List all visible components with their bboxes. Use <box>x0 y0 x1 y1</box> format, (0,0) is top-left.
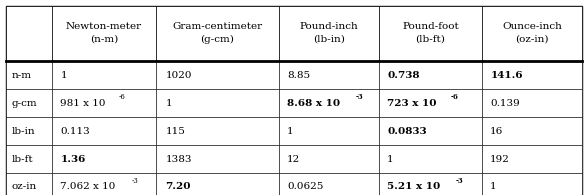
Text: (oz-in): (oz-in) <box>516 35 549 44</box>
Text: g-cm: g-cm <box>11 99 37 108</box>
Text: -3: -3 <box>132 177 139 185</box>
Text: 0.139: 0.139 <box>490 99 520 108</box>
Bar <box>379 173 482 195</box>
Bar <box>52 145 156 173</box>
Bar <box>279 173 379 195</box>
Text: n-m: n-m <box>11 71 31 80</box>
Bar <box>482 173 582 195</box>
Bar <box>156 173 279 195</box>
Text: 141.6: 141.6 <box>490 71 523 80</box>
Bar <box>6 173 52 195</box>
Text: 7.20: 7.20 <box>165 182 191 191</box>
Bar <box>6 61 52 89</box>
Text: 1.36: 1.36 <box>61 154 86 164</box>
Text: 8.85: 8.85 <box>287 71 310 80</box>
Text: Ounce-inch: Ounce-inch <box>502 22 562 31</box>
Bar <box>156 145 279 173</box>
Text: lb-ft: lb-ft <box>11 154 33 164</box>
Bar <box>6 117 52 145</box>
Bar <box>52 61 156 89</box>
Text: Newton-meter: Newton-meter <box>66 22 142 31</box>
Bar <box>482 117 582 145</box>
Text: 1: 1 <box>165 99 172 108</box>
Text: 1020: 1020 <box>165 71 192 80</box>
Text: 981 x 10: 981 x 10 <box>61 99 106 108</box>
Bar <box>279 61 379 89</box>
Text: oz-in: oz-in <box>11 182 36 191</box>
Text: (g-cm): (g-cm) <box>201 35 234 44</box>
Bar <box>482 61 582 89</box>
Bar <box>52 89 156 117</box>
Bar <box>379 145 482 173</box>
Text: 12: 12 <box>287 154 300 164</box>
Text: 1: 1 <box>287 127 293 136</box>
Text: 115: 115 <box>165 127 185 136</box>
Bar <box>482 6 582 61</box>
Bar <box>379 6 482 61</box>
Bar <box>156 6 279 61</box>
Bar <box>279 145 379 173</box>
Text: Pound-foot: Pound-foot <box>402 22 459 31</box>
Bar <box>482 145 582 173</box>
Bar <box>279 89 379 117</box>
Text: -3: -3 <box>456 177 463 185</box>
Text: Pound-inch: Pound-inch <box>299 22 358 31</box>
Text: 192: 192 <box>490 154 510 164</box>
Bar <box>156 89 279 117</box>
Bar <box>52 117 156 145</box>
Bar <box>279 6 379 61</box>
Text: 5.21 x 10: 5.21 x 10 <box>387 182 440 191</box>
Bar <box>52 6 156 61</box>
Text: 1383: 1383 <box>165 154 192 164</box>
Text: 0.0833: 0.0833 <box>387 127 427 136</box>
Bar <box>279 117 379 145</box>
Text: 1: 1 <box>490 182 497 191</box>
Text: 16: 16 <box>490 127 503 136</box>
Bar <box>156 61 279 89</box>
Bar <box>6 145 52 173</box>
Text: 0.738: 0.738 <box>387 71 419 80</box>
Bar <box>52 173 156 195</box>
Text: 723 x 10: 723 x 10 <box>387 99 436 108</box>
Text: Gram-centimeter: Gram-centimeter <box>172 22 262 31</box>
Text: (lb-ft): (lb-ft) <box>416 35 446 44</box>
Text: 7.062 x 10: 7.062 x 10 <box>61 182 116 191</box>
Text: -6: -6 <box>451 93 459 101</box>
Text: 0.113: 0.113 <box>61 127 90 136</box>
Bar <box>6 6 52 61</box>
Text: 1: 1 <box>61 71 67 80</box>
Bar <box>379 89 482 117</box>
Text: (lb-in): (lb-in) <box>313 35 345 44</box>
Bar <box>6 89 52 117</box>
Bar <box>379 61 482 89</box>
Text: -3: -3 <box>355 93 363 101</box>
Text: 1: 1 <box>387 154 393 164</box>
Text: 8.68 x 10: 8.68 x 10 <box>287 99 340 108</box>
Bar <box>156 117 279 145</box>
Text: (n-m): (n-m) <box>90 35 118 44</box>
Text: 0.0625: 0.0625 <box>287 182 323 191</box>
Text: -6: -6 <box>119 93 126 101</box>
Bar <box>379 117 482 145</box>
Bar <box>482 89 582 117</box>
Text: lb-in: lb-in <box>11 127 35 136</box>
